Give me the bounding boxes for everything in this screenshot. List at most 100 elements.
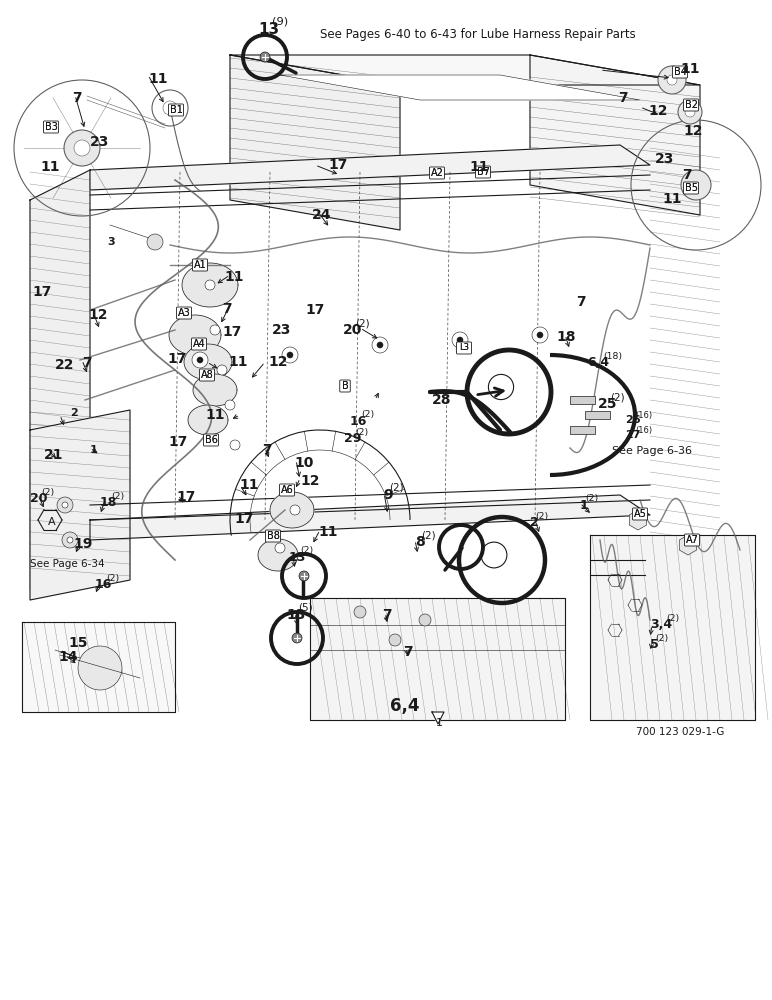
Text: (2): (2)	[300, 546, 313, 556]
Text: 16: 16	[350, 415, 367, 428]
Text: 6,4: 6,4	[587, 356, 609, 369]
Text: 11: 11	[662, 192, 682, 206]
Text: A3: A3	[178, 308, 191, 318]
FancyBboxPatch shape	[476, 166, 490, 178]
Text: (16): (16)	[635, 411, 652, 420]
Circle shape	[452, 332, 468, 348]
Text: B6: B6	[205, 435, 218, 445]
Text: A4: A4	[193, 339, 205, 349]
Polygon shape	[188, 405, 228, 435]
Text: 17: 17	[32, 285, 52, 299]
Text: 11: 11	[239, 478, 259, 492]
Text: 6,4: 6,4	[390, 697, 419, 715]
Text: 18: 18	[556, 330, 575, 344]
Polygon shape	[280, 75, 640, 100]
Text: 13: 13	[289, 551, 306, 564]
Polygon shape	[258, 539, 298, 571]
Text: 7: 7	[222, 302, 232, 316]
FancyBboxPatch shape	[177, 307, 191, 319]
Text: 1: 1	[436, 718, 443, 728]
Text: 7: 7	[403, 645, 412, 659]
Polygon shape	[90, 145, 650, 190]
Polygon shape	[90, 495, 650, 540]
Text: 23: 23	[655, 152, 675, 166]
Circle shape	[205, 280, 215, 290]
Text: B1: B1	[170, 105, 182, 115]
Text: 17: 17	[234, 512, 253, 526]
Circle shape	[163, 101, 177, 115]
Polygon shape	[590, 535, 755, 720]
Text: See Page 6-34: See Page 6-34	[30, 559, 105, 569]
Text: See Pages 6-40 to 6-43 for Lube Harness Repair Parts: See Pages 6-40 to 6-43 for Lube Harness …	[320, 28, 636, 41]
Text: 12: 12	[648, 104, 668, 118]
Text: L3: L3	[459, 344, 469, 353]
Text: (2): (2)	[107, 574, 120, 582]
Text: (2): (2)	[611, 392, 625, 402]
Text: (2): (2)	[111, 491, 124, 500]
Circle shape	[62, 502, 68, 508]
Text: 5: 5	[650, 638, 659, 651]
Text: (2): (2)	[655, 634, 669, 643]
Text: 18: 18	[100, 496, 117, 509]
Text: 23: 23	[272, 323, 291, 337]
Text: (2): (2)	[355, 428, 368, 436]
FancyBboxPatch shape	[685, 534, 699, 546]
Circle shape	[230, 440, 240, 450]
FancyBboxPatch shape	[266, 530, 280, 542]
Circle shape	[537, 332, 543, 338]
Circle shape	[419, 614, 431, 626]
Text: 3,4: 3,4	[650, 618, 672, 631]
Text: 23: 23	[90, 135, 110, 149]
Text: 26: 26	[625, 415, 641, 425]
Text: 7: 7	[72, 91, 82, 105]
Text: B: B	[342, 381, 348, 391]
Circle shape	[64, 130, 100, 166]
FancyBboxPatch shape	[199, 369, 215, 381]
Circle shape	[275, 543, 285, 553]
Text: 7: 7	[682, 168, 692, 182]
Text: B4: B4	[673, 67, 686, 77]
Text: 17: 17	[328, 158, 347, 172]
Text: 17: 17	[305, 303, 324, 317]
Text: B4: B4	[673, 67, 686, 77]
FancyBboxPatch shape	[672, 66, 688, 78]
Text: 11: 11	[469, 160, 489, 174]
Text: 7: 7	[82, 356, 92, 370]
FancyBboxPatch shape	[191, 338, 206, 350]
Text: 11: 11	[224, 270, 243, 284]
Text: B2: B2	[685, 100, 697, 110]
Circle shape	[658, 66, 686, 94]
Text: 2: 2	[530, 516, 539, 529]
Text: 29: 29	[344, 432, 361, 445]
Polygon shape	[230, 55, 700, 85]
Text: B6: B6	[205, 435, 218, 445]
Polygon shape	[432, 712, 444, 724]
Circle shape	[681, 170, 711, 200]
Text: 11: 11	[148, 72, 168, 86]
Text: 1: 1	[90, 445, 98, 455]
Polygon shape	[530, 55, 700, 215]
Circle shape	[260, 52, 270, 62]
Text: (2): (2)	[389, 483, 404, 493]
Text: 11: 11	[680, 62, 699, 76]
Text: 25: 25	[598, 397, 618, 411]
Circle shape	[354, 606, 366, 618]
Circle shape	[299, 571, 309, 581]
Polygon shape	[184, 344, 232, 380]
Text: 11: 11	[40, 160, 59, 174]
Text: A6: A6	[281, 485, 293, 495]
FancyBboxPatch shape	[632, 508, 648, 520]
Circle shape	[678, 100, 702, 124]
Polygon shape	[169, 315, 221, 355]
Circle shape	[225, 400, 235, 410]
Circle shape	[78, 646, 122, 690]
Text: (18): (18)	[604, 352, 623, 360]
Text: A6: A6	[281, 485, 293, 495]
Polygon shape	[22, 622, 175, 712]
Text: 1: 1	[580, 499, 589, 512]
Text: A8: A8	[201, 370, 213, 380]
Text: A2: A2	[431, 168, 443, 178]
Text: 20: 20	[30, 492, 48, 505]
Text: 7: 7	[382, 608, 391, 622]
Text: 17: 17	[176, 490, 195, 504]
